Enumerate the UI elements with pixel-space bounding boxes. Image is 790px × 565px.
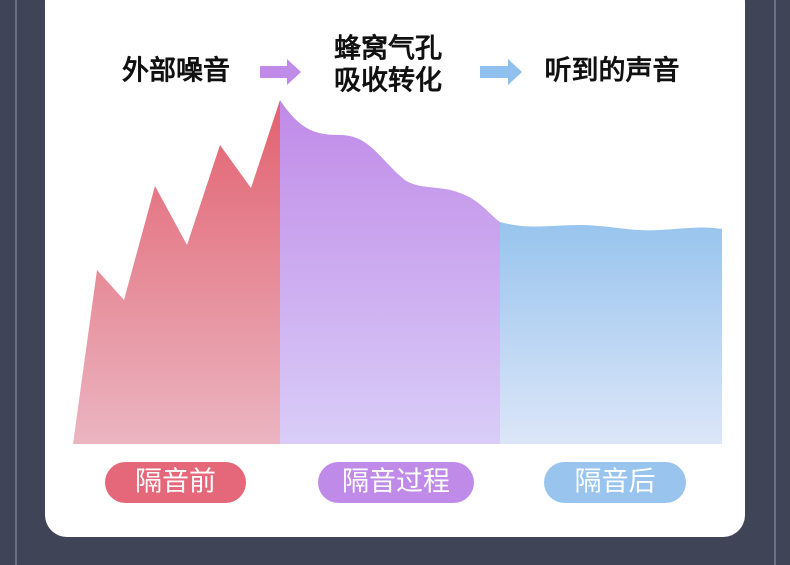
step-text: 外部噪音	[122, 55, 230, 87]
pill	[544, 462, 686, 503]
pill-label: 隔音后	[575, 467, 656, 498]
step-text: 吸收转化	[334, 66, 442, 97]
pill-label: 隔音前	[135, 467, 216, 498]
step-text: 听到的声音	[545, 55, 680, 87]
pill	[105, 462, 246, 503]
arrow	[480, 59, 522, 85]
step-text: 蜂窝气孔	[334, 33, 442, 65]
pill-label: 隔音过程	[342, 467, 450, 498]
result-area	[500, 222, 722, 444]
absorb-area	[280, 100, 500, 444]
arrow	[260, 59, 301, 85]
pill	[318, 462, 474, 503]
noise-area	[73, 100, 280, 444]
